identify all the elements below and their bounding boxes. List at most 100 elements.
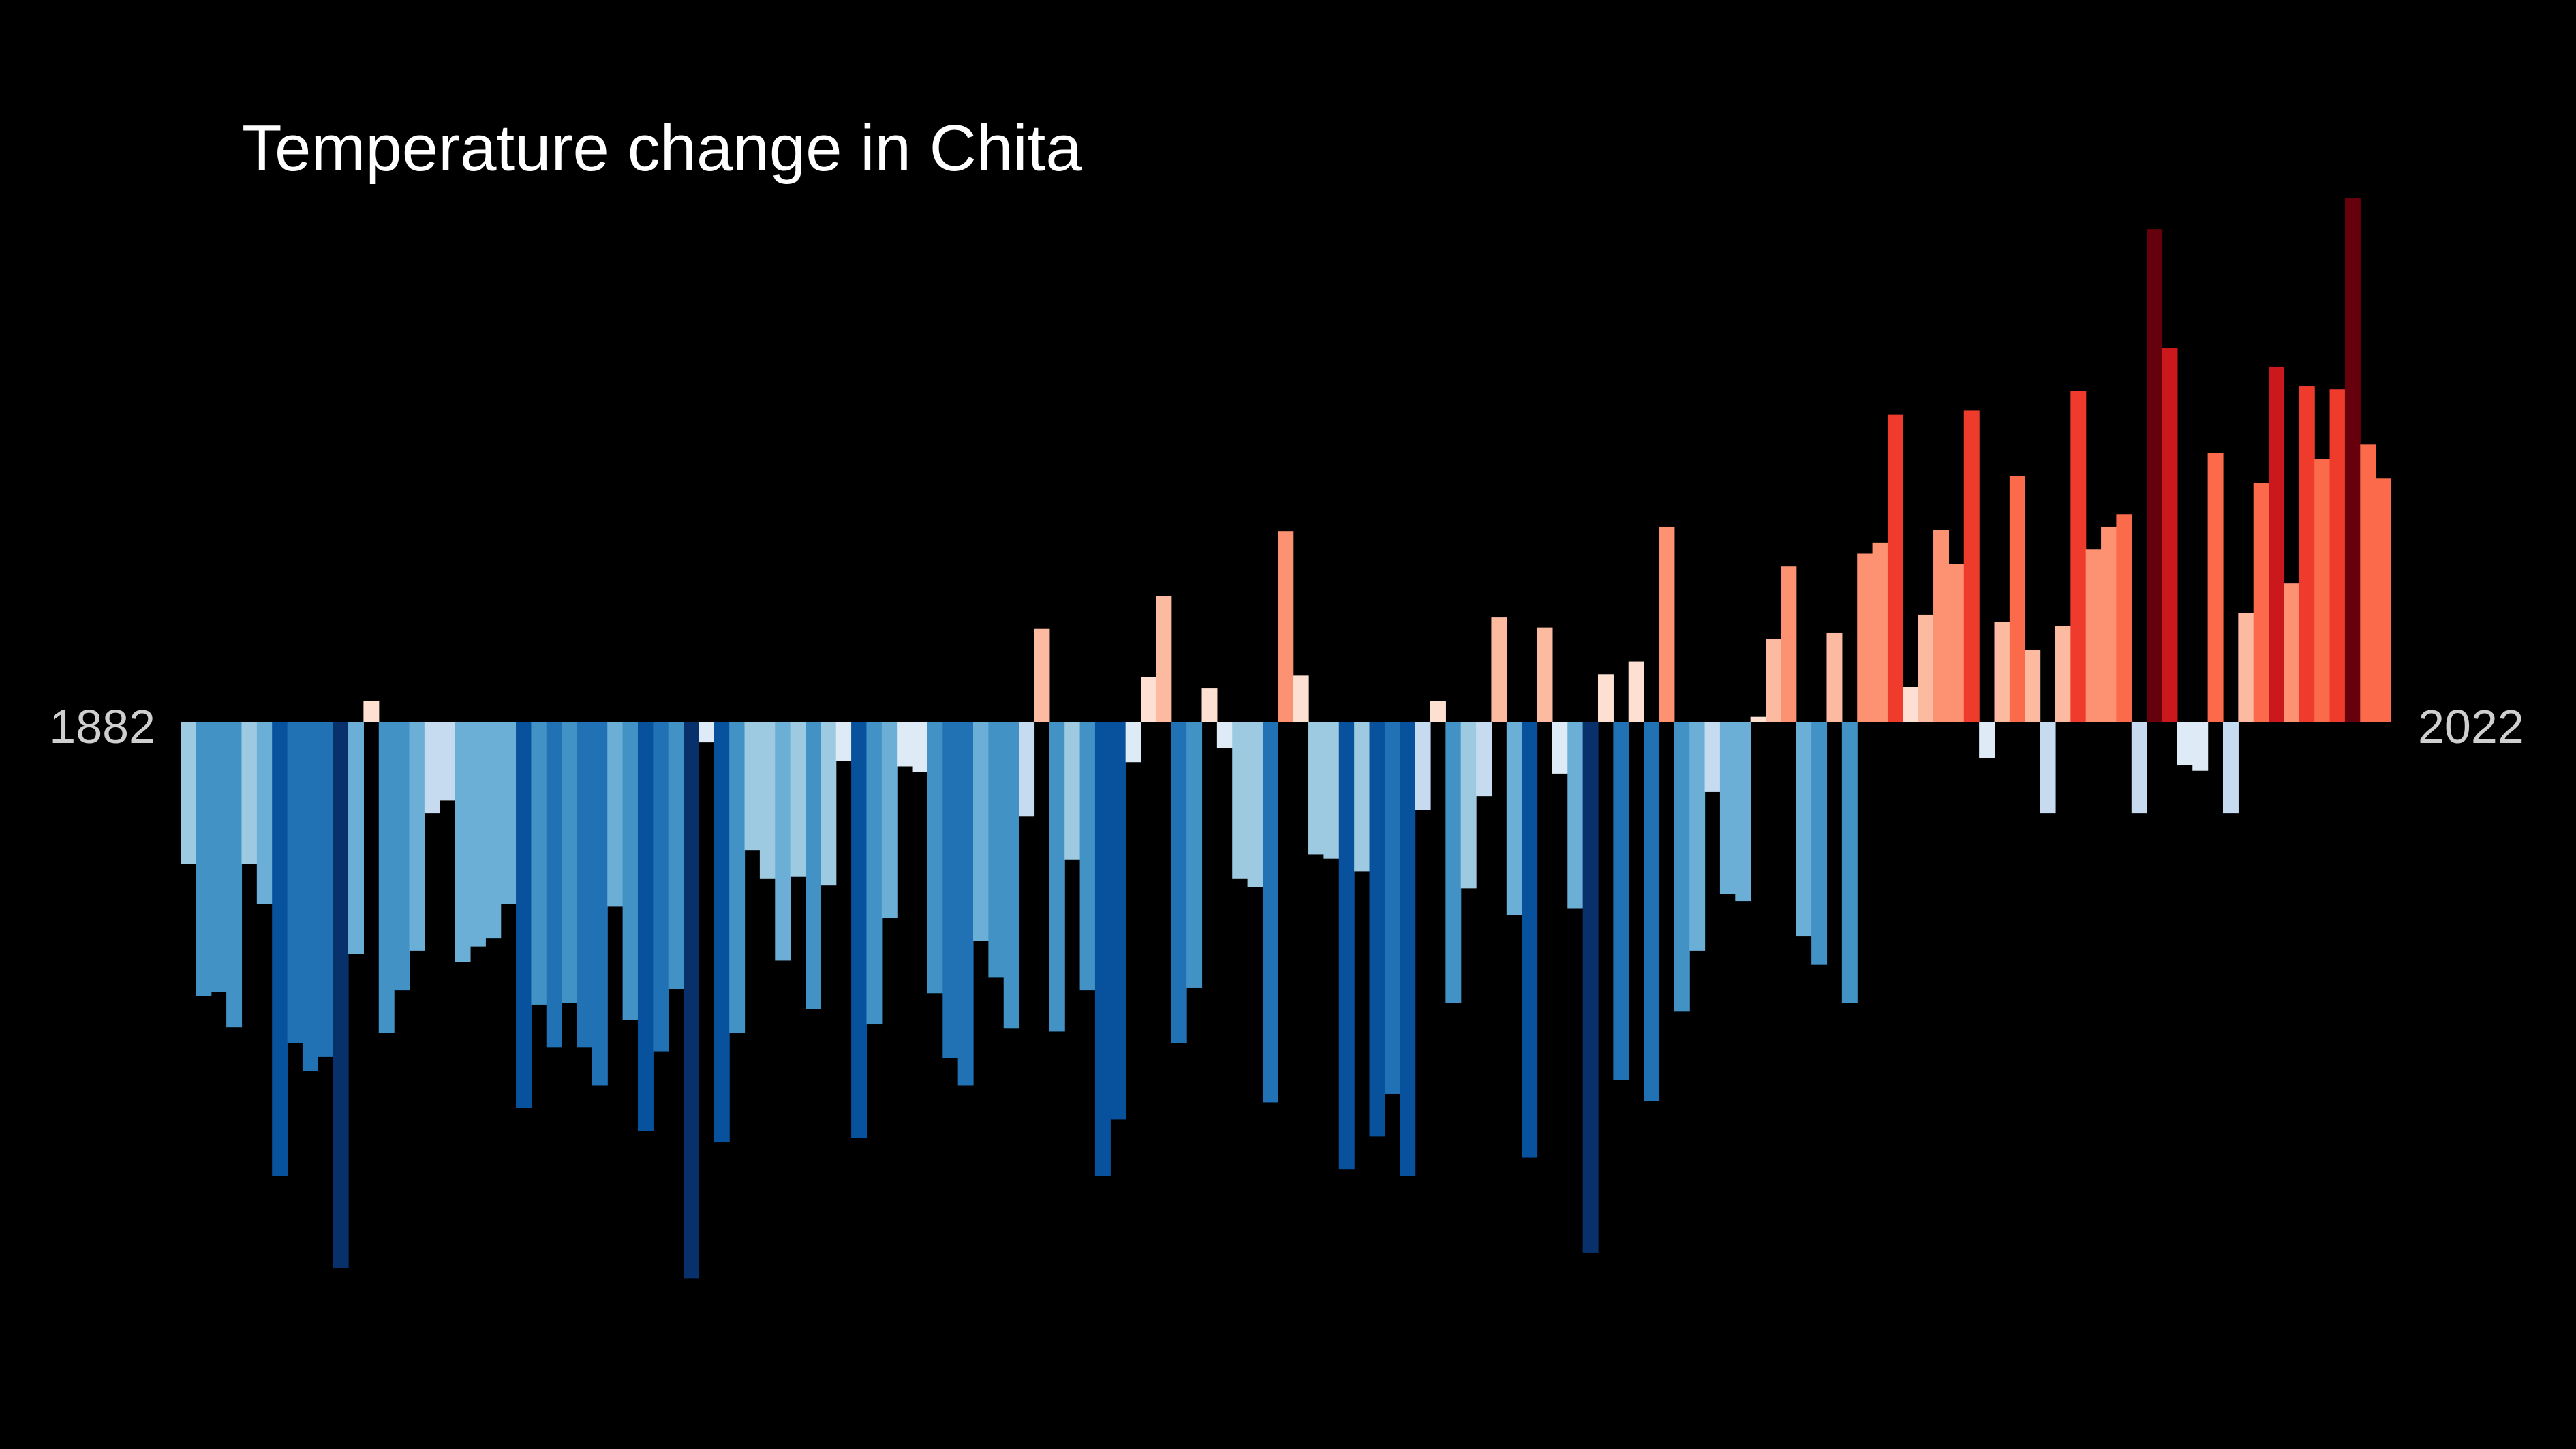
bar-1976 bbox=[1613, 722, 1629, 1080]
bar-1913 bbox=[653, 722, 669, 1052]
bar-1933 bbox=[957, 722, 974, 1086]
bar-1981 bbox=[1689, 722, 1706, 951]
bar-1997 bbox=[1933, 530, 1949, 722]
bars-group bbox=[181, 198, 2391, 1279]
bar-1984 bbox=[1735, 722, 1751, 902]
bar-1945 bbox=[1141, 677, 1156, 722]
bar-1950 bbox=[1216, 722, 1233, 748]
bar-1918 bbox=[729, 722, 746, 1033]
bar-1907 bbox=[562, 722, 578, 1003]
bar-2017 bbox=[2238, 613, 2254, 722]
bar-1943 bbox=[1110, 722, 1126, 1120]
bar-1924 bbox=[821, 722, 837, 886]
bar-1957 bbox=[1323, 722, 1340, 859]
bar-1934 bbox=[973, 722, 989, 941]
bar-1909 bbox=[592, 722, 608, 1086]
bar-2007 bbox=[2085, 549, 2102, 722]
bar-2014 bbox=[2192, 722, 2209, 771]
bar-1885 bbox=[226, 722, 243, 1028]
bar-2023 bbox=[2329, 389, 2346, 722]
bar-1962 bbox=[1400, 722, 1416, 1176]
bar-1961 bbox=[1384, 722, 1400, 1094]
bar-1942 bbox=[1094, 722, 1111, 1176]
bar-1915 bbox=[684, 722, 700, 1279]
bar-1967 bbox=[1476, 722, 1492, 797]
bar-2012 bbox=[2162, 348, 2178, 722]
bar-1979 bbox=[1659, 526, 1675, 722]
bar-1938 bbox=[1034, 628, 1050, 722]
bar-1949 bbox=[1201, 688, 1218, 722]
bar-1996 bbox=[1918, 614, 1934, 722]
bar-1898 bbox=[424, 722, 440, 814]
bar-1998 bbox=[1948, 564, 1965, 722]
bar-1955 bbox=[1293, 675, 1309, 722]
bar-2020 bbox=[2284, 583, 2300, 722]
bar-2019 bbox=[2269, 366, 2285, 722]
bar-1905 bbox=[531, 722, 547, 1005]
bar-1891 bbox=[318, 722, 334, 1057]
bar-2011 bbox=[2147, 229, 2163, 722]
bar-2026 bbox=[2375, 478, 2391, 722]
bar-1916 bbox=[699, 722, 715, 743]
bar-1937 bbox=[1019, 722, 1035, 817]
bar-1922 bbox=[790, 722, 806, 877]
bar-1974 bbox=[1582, 722, 1599, 1253]
bar-1951 bbox=[1232, 722, 1248, 879]
bar-1914 bbox=[668, 722, 684, 990]
bar-1964 bbox=[1430, 701, 1446, 722]
bar-1925 bbox=[835, 722, 852, 761]
chart-title: Temperature change in Chita bbox=[242, 112, 1082, 185]
bar-1947 bbox=[1171, 722, 1187, 1043]
bar-1982 bbox=[1704, 722, 1721, 792]
bar-1966 bbox=[1460, 722, 1477, 889]
bar-1936 bbox=[1003, 722, 1019, 1029]
bar-1969 bbox=[1506, 722, 1522, 915]
bar-1927 bbox=[866, 722, 883, 1025]
bar-2002 bbox=[2009, 476, 2025, 722]
bar-1999 bbox=[1963, 410, 1980, 722]
bar-1920 bbox=[759, 722, 776, 879]
bar-1912 bbox=[637, 722, 654, 1131]
bar-1975 bbox=[1597, 674, 1614, 722]
bar-1908 bbox=[577, 722, 593, 1048]
bar-1931 bbox=[927, 722, 943, 994]
start-year-label: 1882 bbox=[49, 700, 155, 753]
bar-1986 bbox=[1766, 639, 1781, 722]
bar-2003 bbox=[2025, 650, 2041, 722]
bar-1980 bbox=[1674, 722, 1690, 1012]
bar-1910 bbox=[607, 722, 624, 907]
bar-1971 bbox=[1537, 627, 1553, 722]
bar-1929 bbox=[897, 722, 913, 767]
bar-2004 bbox=[2040, 722, 2056, 814]
bar-2009 bbox=[2116, 514, 2132, 722]
bar-1958 bbox=[1338, 722, 1355, 1170]
bar-1899 bbox=[440, 722, 456, 801]
bar-1903 bbox=[500, 722, 517, 904]
bar-2016 bbox=[2222, 722, 2239, 814]
bar-1919 bbox=[744, 722, 761, 851]
bar-1889 bbox=[287, 722, 303, 1043]
bar-1930 bbox=[912, 722, 928, 772]
bar-1977 bbox=[1628, 661, 1644, 722]
bar-1946 bbox=[1156, 596, 1172, 722]
bar-2000 bbox=[1979, 722, 1995, 758]
bar-1882 bbox=[181, 722, 196, 864]
bar-1983 bbox=[1719, 722, 1736, 894]
bar-1978 bbox=[1644, 722, 1660, 1101]
bar-1884 bbox=[211, 722, 227, 992]
bar-1939 bbox=[1049, 722, 1065, 1032]
bar-1968 bbox=[1491, 617, 1507, 722]
bar-1995 bbox=[1903, 687, 1919, 722]
bar-2015 bbox=[2207, 453, 2224, 722]
bar-1886 bbox=[241, 722, 258, 864]
bar-2005 bbox=[2055, 626, 2071, 722]
bar-1941 bbox=[1079, 722, 1096, 991]
bar-1894 bbox=[363, 701, 380, 722]
bar-1896 bbox=[394, 722, 410, 991]
bar-1987 bbox=[1781, 566, 1797, 722]
bar-1954 bbox=[1278, 531, 1294, 722]
bar-1897 bbox=[409, 722, 425, 951]
bar-1883 bbox=[196, 722, 212, 996]
bar-2024 bbox=[2344, 198, 2361, 722]
